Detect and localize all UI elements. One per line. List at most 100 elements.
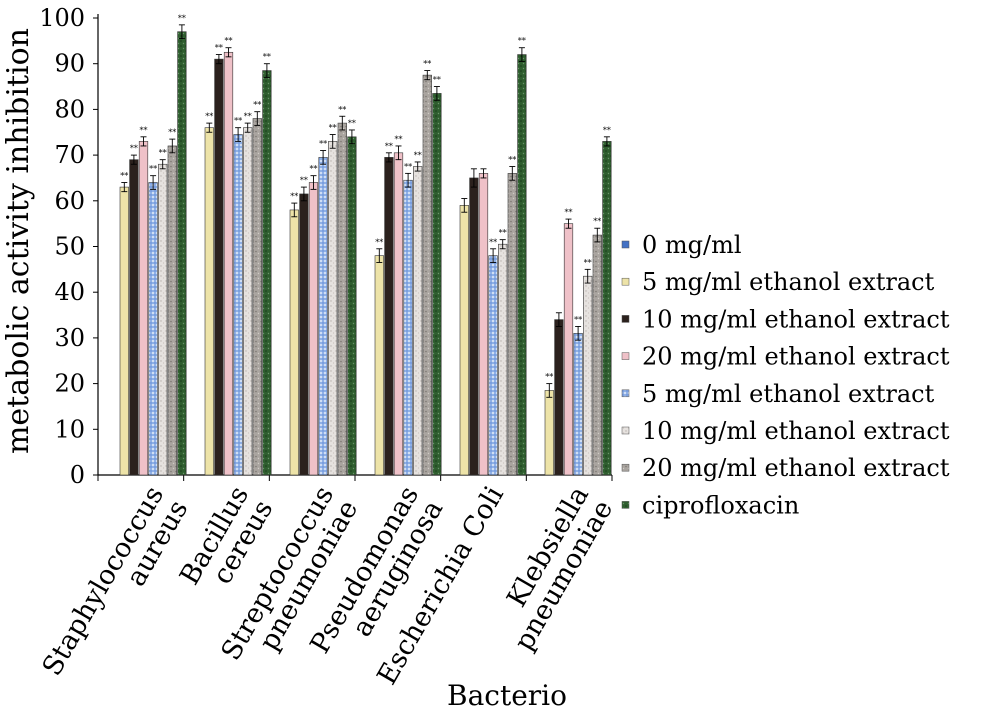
y-tick-label: 20	[54, 370, 85, 398]
significance-label: **	[178, 14, 186, 23]
y-tick-label: 30	[54, 324, 85, 352]
significance-label: **	[565, 208, 573, 217]
significance-label: **	[375, 238, 383, 247]
bar	[204, 127, 214, 476]
y-tick-label: 10	[54, 415, 85, 443]
significance-label: **	[253, 101, 261, 110]
legend-label: 0 mg/ml	[642, 231, 742, 259]
significance-label: **	[385, 142, 393, 151]
bar	[138, 141, 149, 476]
bar	[592, 234, 602, 476]
significance-label: **	[234, 117, 242, 126]
significance-label: **	[300, 176, 308, 185]
bar	[262, 70, 272, 476]
significance-label: **	[593, 217, 601, 226]
significance-label: **	[508, 156, 516, 165]
bar	[413, 166, 423, 476]
significance-label: **	[329, 124, 337, 133]
bar	[488, 255, 498, 476]
significance-label: **	[545, 373, 553, 382]
bar	[129, 159, 139, 476]
bar	[384, 157, 394, 476]
significance-label: **	[584, 258, 592, 267]
bar	[374, 255, 384, 476]
legend-label: 5 mg/ml ethanol extract	[642, 380, 935, 408]
bar	[554, 319, 564, 476]
legend-label: 20 mg/ml ethanol extract	[642, 343, 950, 371]
legend-swatch	[621, 501, 630, 509]
category-labels: StaphylococcusaureusBacilluscereusStrept…	[37, 481, 620, 690]
category-label: Klebsiellapneumoniae	[484, 481, 619, 656]
bar	[573, 333, 583, 476]
bar	[308, 182, 319, 476]
x-axis-title: Bacterio	[447, 679, 567, 712]
significance-label: **	[489, 238, 497, 247]
bar	[469, 177, 479, 476]
significance-label: **	[168, 128, 176, 137]
bar	[289, 209, 299, 476]
legend-swatch	[621, 389, 630, 398]
legend-swatch	[621, 277, 630, 286]
bar	[167, 145, 177, 476]
significance-label: **	[290, 192, 298, 201]
y-tick-label: 80	[54, 95, 85, 123]
bar	[233, 134, 243, 476]
bar	[148, 182, 158, 476]
y-tick-label: 60	[54, 187, 85, 215]
legend-label: 20 mg/ml ethanol extract	[642, 454, 950, 482]
legend-label: 10 mg/ml ethanol extract	[642, 305, 950, 333]
bar	[252, 118, 262, 476]
significance-label: **	[348, 119, 356, 128]
significance-label: **	[518, 37, 526, 46]
legend-swatch	[621, 426, 630, 435]
significance-label: **	[423, 60, 431, 69]
bar	[403, 179, 413, 476]
significance-label: **	[338, 105, 346, 114]
bar	[393, 152, 404, 476]
legend-label: 5 mg/ml ethanol extract	[642, 268, 935, 296]
bar	[337, 122, 347, 476]
bar	[507, 173, 517, 476]
significance-label: **	[404, 162, 412, 171]
bar	[214, 58, 224, 476]
significance-label: **	[414, 151, 422, 160]
bar	[422, 74, 432, 476]
bar	[318, 157, 328, 476]
significance-label: **	[225, 37, 233, 46]
bar	[158, 163, 168, 476]
y-tick-label: 70	[54, 141, 85, 169]
bar	[498, 243, 508, 476]
bar	[347, 136, 357, 476]
legend-swatch	[621, 463, 630, 472]
significance-label: **	[140, 126, 148, 135]
bar	[563, 223, 574, 476]
significance-label: **	[130, 144, 138, 153]
y-tick-label: 90	[54, 50, 85, 78]
bar	[432, 93, 442, 476]
legend-swatch	[621, 315, 630, 323]
legend-label: 10 mg/ml ethanol extract	[642, 417, 950, 445]
bar	[544, 390, 554, 476]
bar	[459, 205, 469, 476]
significance-label: **	[499, 229, 507, 238]
bars: ****************************************…	[119, 14, 612, 476]
legend: 0 mg/ml 5 mg/ml ethanol extract 10 mg/ml e…	[621, 231, 950, 519]
bar	[583, 275, 593, 476]
legend-label: ciprofloxacin	[642, 491, 799, 519]
legend-swatch	[621, 352, 630, 360]
y-tick-label: 50	[54, 233, 85, 261]
significance-label: **	[395, 135, 403, 144]
significance-label: **	[574, 315, 582, 324]
bar	[299, 193, 309, 476]
significance-label: **	[159, 149, 167, 158]
bar	[328, 141, 338, 476]
bar	[243, 127, 253, 476]
significance-label: **	[263, 53, 271, 62]
legend-swatch	[621, 240, 630, 249]
y-tick-label: 40	[54, 278, 85, 306]
significance-label: **	[433, 76, 441, 85]
bar	[478, 173, 489, 476]
significance-label: **	[319, 140, 327, 149]
significance-label: **	[310, 165, 318, 174]
